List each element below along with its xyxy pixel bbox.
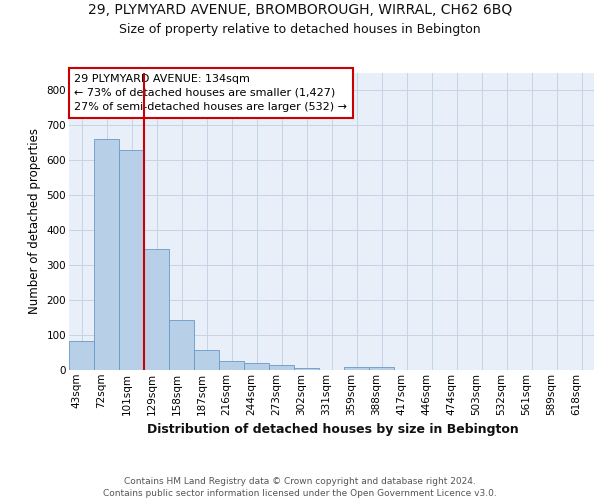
Text: 29, PLYMYARD AVENUE, BROMBOROUGH, WIRRAL, CH62 6BQ: 29, PLYMYARD AVENUE, BROMBOROUGH, WIRRAL… <box>88 2 512 16</box>
Bar <box>369 367 394 370</box>
Text: 29 PLYMYARD AVENUE: 134sqm
← 73% of detached houses are smaller (1,427)
27% of s: 29 PLYMYARD AVENUE: 134sqm ← 73% of deta… <box>74 74 347 112</box>
Text: Contains HM Land Registry data © Crown copyright and database right 2024.
Contai: Contains HM Land Registry data © Crown c… <box>103 476 497 498</box>
Bar <box>144 249 169 370</box>
Y-axis label: Number of detached properties: Number of detached properties <box>28 128 41 314</box>
Bar <box>244 363 269 370</box>
Bar <box>94 139 119 370</box>
Bar <box>119 150 144 370</box>
Bar <box>194 350 219 370</box>
Bar <box>169 320 194 370</box>
Bar <box>219 361 244 370</box>
Bar <box>344 367 369 370</box>
Bar <box>294 368 319 370</box>
Bar <box>269 365 294 370</box>
Bar <box>69 341 94 370</box>
Text: Distribution of detached houses by size in Bebington: Distribution of detached houses by size … <box>147 422 519 436</box>
Text: Size of property relative to detached houses in Bebington: Size of property relative to detached ho… <box>119 22 481 36</box>
